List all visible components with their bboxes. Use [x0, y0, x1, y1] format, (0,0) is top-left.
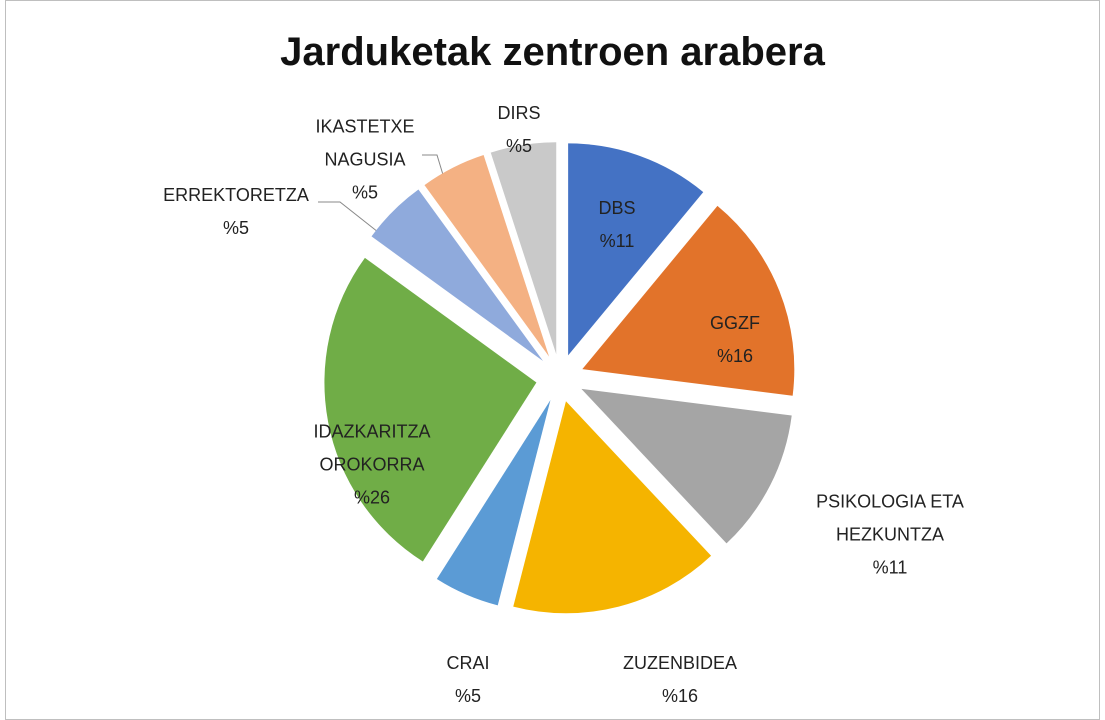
pie-slice [581, 388, 792, 544]
value-label: %5 [351, 182, 378, 203]
pie-slice [490, 142, 557, 355]
slice-label: CRAI %5 [418, 647, 518, 713]
value-label: %5 [222, 218, 249, 238]
value-label: %16 [716, 346, 754, 366]
value-label: %11 [599, 231, 635, 251]
pie-slice [568, 143, 704, 356]
slice-label: IDAZKARITZA OROKORRA %26 [282, 416, 462, 515]
pie-slice [513, 401, 712, 614]
slice-label: PSIKOLOGIA ETA HEZKUNTZA %11 [790, 486, 990, 585]
value-label: %26 [353, 487, 391, 508]
pie-slice [436, 400, 551, 606]
category-label: PSIKOLOGIA ETA HEZKUNTZA [816, 491, 964, 545]
chart-title: Jarduketak zentroen arabera [280, 30, 825, 74]
leader-line [318, 201, 379, 233]
slice-label: GGZF %16 [675, 307, 795, 373]
slice-label: IKASTETXE NAGUSIA %5 [295, 111, 435, 210]
slice-label: DBS %11 [557, 192, 677, 258]
pie-slice [582, 205, 795, 396]
slice-label: DIRS %5 [469, 97, 569, 163]
category-label: ERREKTORETZA [163, 185, 309, 205]
value-label: %16 [661, 686, 699, 706]
category-label: IKASTETXE NAGUSIA [315, 116, 415, 170]
value-label: %11 [872, 557, 908, 578]
slice-label: ZUZENBIDEA %16 [580, 647, 780, 713]
category-label: GGZF [710, 313, 760, 333]
category-label: DIRS [497, 103, 541, 123]
category-label: DBS [598, 198, 636, 218]
value-label: %5 [454, 686, 481, 706]
category-label: ZUZENBIDEA [622, 653, 737, 673]
category-label: CRAI [446, 653, 490, 673]
slice-label: ERREKTORETZA %5 [136, 179, 336, 245]
pie-slice [371, 189, 544, 362]
pie-slice [424, 154, 550, 357]
pie-slice [324, 257, 537, 562]
value-label: %5 [505, 136, 532, 156]
category-label: IDAZKARITZA OROKORRA [313, 421, 431, 475]
